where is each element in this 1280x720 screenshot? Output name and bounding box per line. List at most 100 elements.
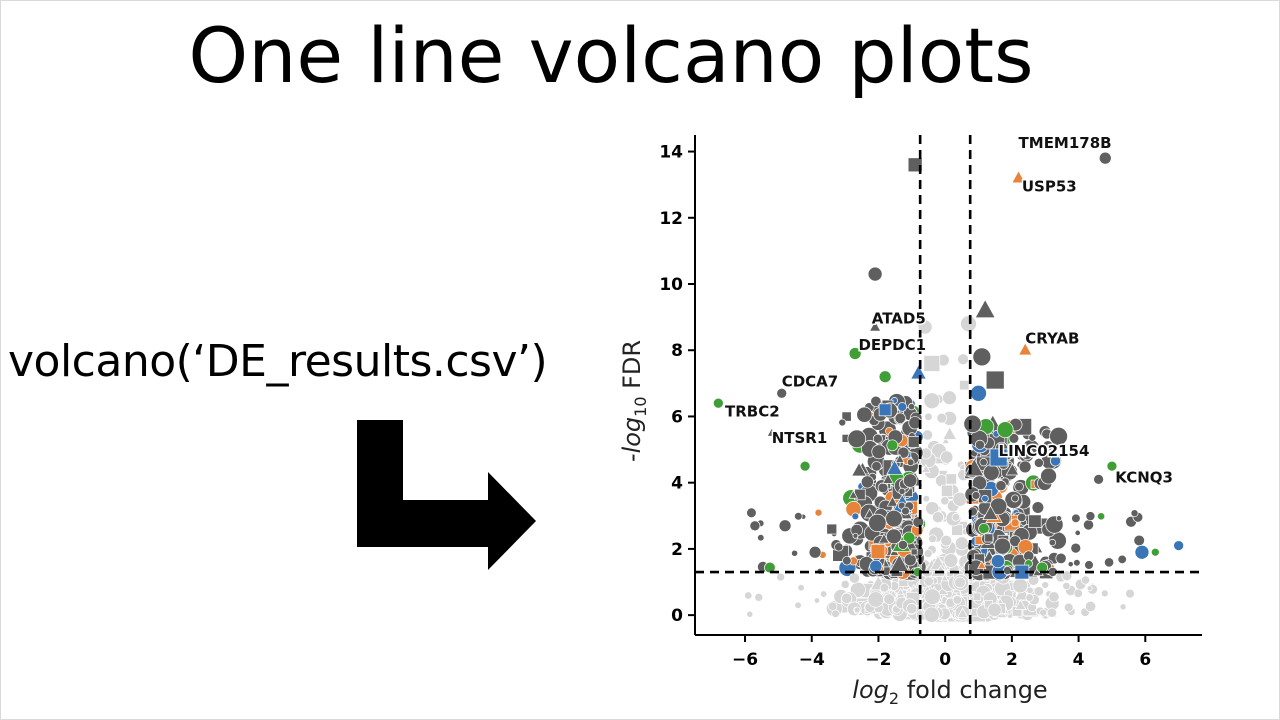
data-point [989,448,1008,467]
data-point [1039,608,1048,617]
gene-label: DEPDC1 [858,336,926,354]
data-point [941,484,954,497]
data-point [744,591,753,600]
data-point [851,512,860,521]
highlighted-point [1134,544,1150,560]
data-point [1055,515,1062,522]
data-point [1067,561,1074,568]
data-point [903,473,918,488]
highlighted-point [776,387,788,399]
data-point [841,592,853,604]
data-point [842,555,852,566]
volcano-plot: −6 −4 −2 0 2 4 6 0 2 4 6 8 10 12 14 TMEM178B USP53 ATAD5… [618,133,1202,708]
data-point [1074,529,1081,536]
code-snippet: volcano(‘DE_results.csv’) [8,336,548,387]
data-point [940,450,954,464]
data-point [1085,511,1096,522]
data-point [1083,519,1095,531]
data-point [956,607,969,618]
data-point [1073,588,1083,598]
data-point [847,429,867,449]
data-point [987,602,1002,618]
data-point [757,534,765,542]
data-point [794,601,802,609]
data-point [977,560,987,569]
gene-label: CRYAB [1025,330,1079,348]
data-point [1125,588,1135,599]
data-point [889,553,910,572]
data-point [979,458,988,467]
data-point [860,475,874,489]
data-point [903,553,917,567]
data-point [928,534,937,544]
data-point [1104,557,1115,568]
data-point [814,508,823,517]
highlighted-point [878,370,892,384]
data-point [852,532,859,539]
data-point [886,528,902,545]
data-point [1012,577,1028,594]
highlighted-point [766,427,777,437]
y-tick-label: 8 [671,341,683,361]
x-tick-label: −6 [732,650,758,670]
y-tick-label: 4 [671,474,683,494]
data-point [1073,559,1081,567]
data-point [923,549,933,558]
highlighted-point [1011,170,1026,184]
data-point [923,576,934,587]
data-point [941,436,950,444]
data-point [885,509,903,528]
threshold-lines [695,135,1202,635]
data-point [923,392,941,410]
highlighted-point [917,319,933,335]
highlighted-point [1018,342,1033,356]
data-point [925,501,940,516]
data-point [898,487,906,495]
data-point [954,576,966,589]
x-tick-label: −2 [865,650,891,670]
turn-right-arrow-icon [357,420,536,570]
x-tick-label: 4 [1073,650,1085,670]
data-point [1048,591,1060,603]
data-point [870,544,886,559]
highlighted-point [712,397,724,409]
highlighted-point [974,298,996,319]
highlighted-point [923,355,941,372]
data-point [1005,462,1020,476]
data-point [749,520,761,532]
data-point [1130,509,1139,518]
highlighted-point [985,370,1005,390]
highlighted-point [910,364,927,380]
y-tick-label: 10 [659,275,683,295]
gene-label: ATAD5 [872,310,926,328]
data-point [974,439,985,450]
data-point [1048,538,1056,547]
data-point [1119,603,1127,611]
data-point [959,380,970,391]
data-point [940,496,950,506]
axes: −6 −4 −2 0 2 4 6 0 2 4 6 8 10 12 14 [659,135,1202,670]
highlighted-point [1173,540,1185,551]
highlighted-points [712,151,1185,580]
data-point [851,461,868,477]
data-point [957,353,969,366]
data-point [940,573,949,582]
highlighted-point [1040,467,1057,485]
data-point [1042,440,1054,452]
data-point [883,593,895,605]
data-point [886,439,899,452]
highlighted-point [907,157,923,173]
data-point [943,553,959,568]
data-point [1041,581,1050,589]
data-point [1055,552,1067,564]
highlighted-point [799,460,811,472]
data-point [1008,433,1020,444]
highlighted-point [867,266,883,282]
y-axis-label: -log10 FDR [618,340,650,462]
gene-label: USP53 [1022,177,1077,195]
data-point [940,534,953,547]
data-point [776,572,786,582]
data-point [1026,586,1034,594]
data-point [746,507,757,519]
